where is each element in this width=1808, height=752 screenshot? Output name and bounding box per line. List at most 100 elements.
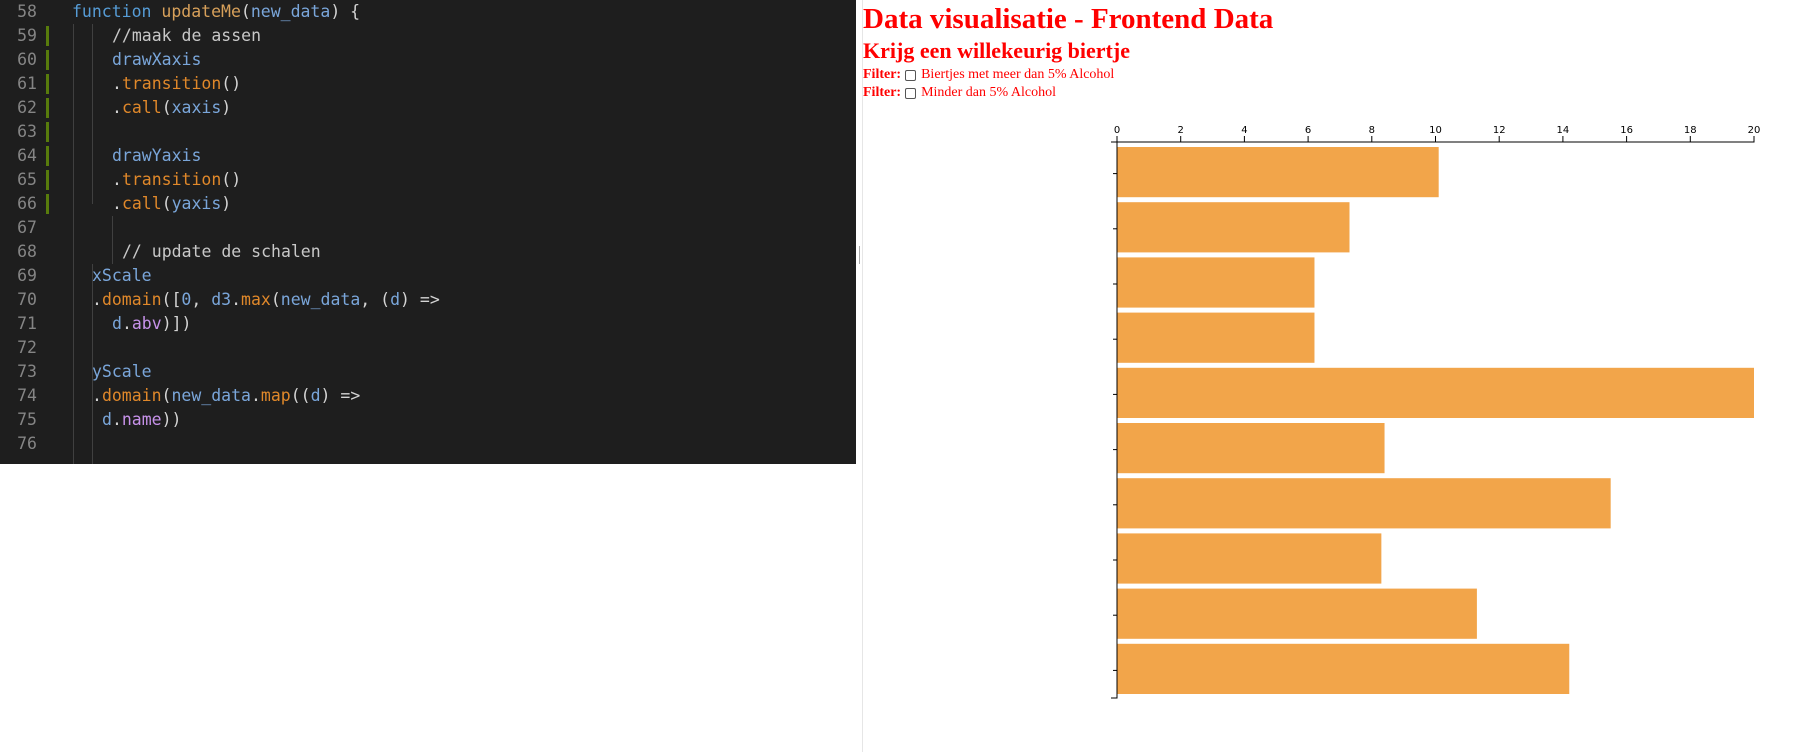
indent-guide bbox=[112, 216, 113, 264]
code-line[interactable]: 69 xScale bbox=[0, 264, 856, 288]
line-number: 64 bbox=[17, 146, 37, 165]
code-line[interactable]: 68 // update de schalen bbox=[0, 240, 856, 264]
code-token: . bbox=[250, 386, 261, 405]
code-token: new_data bbox=[280, 290, 361, 309]
code-token: d bbox=[390, 290, 401, 309]
x-tick-label: 20 bbox=[1748, 125, 1761, 136]
y-axis-line bbox=[1111, 141, 1118, 699]
code-token: () bbox=[221, 170, 242, 189]
git-change-marker bbox=[46, 122, 49, 142]
code-token: new_data bbox=[171, 386, 251, 405]
code-text: //maak de assen bbox=[112, 24, 261, 48]
git-change-marker bbox=[46, 74, 49, 94]
code-line[interactable]: 61 .transition() bbox=[0, 72, 856, 96]
code-line[interactable]: 66 .call(yaxis) bbox=[0, 192, 856, 216]
x-tick-label: 6 bbox=[1305, 125, 1311, 136]
code-token: xScale bbox=[92, 266, 152, 285]
code-text: .transition() bbox=[112, 168, 241, 192]
code-token: call bbox=[121, 98, 162, 117]
code-line[interactable]: 71 d.abv)]) bbox=[0, 312, 856, 336]
code-line[interactable]: 58 function updateMe(new_data) { bbox=[0, 0, 856, 24]
code-text: drawYaxis bbox=[112, 144, 201, 168]
code-token: 0 bbox=[181, 290, 192, 309]
line-number: 65 bbox=[17, 170, 37, 189]
code-editor[interactable]: 58 function updateMe(new_data) {59//maak … bbox=[0, 0, 856, 464]
filter-label: Filter: bbox=[863, 67, 902, 82]
code-token: transition bbox=[121, 74, 222, 93]
code-token: d bbox=[102, 410, 112, 429]
bar-chart: 0 2 4 6 8 10 12 14 16 18 20 bbox=[1111, 125, 1761, 699]
code-text: .transition() bbox=[112, 72, 241, 96]
code-text: .call(yaxis) bbox=[112, 192, 231, 216]
code-token: abv bbox=[131, 314, 162, 333]
code-line[interactable]: 59 //maak de assen bbox=[0, 24, 856, 48]
git-change-marker bbox=[46, 26, 49, 46]
line-number: 58 bbox=[17, 2, 37, 21]
code-line[interactable]: 67 bbox=[0, 216, 856, 240]
code-token: )]) bbox=[161, 314, 192, 333]
code-token: . bbox=[112, 98, 122, 117]
code-token: max bbox=[241, 290, 271, 309]
code-token: ( bbox=[240, 2, 251, 21]
indent-guide bbox=[92, 264, 93, 464]
code-token: domain bbox=[101, 290, 162, 309]
code-token: ) => bbox=[320, 386, 361, 405]
pane-resize-handle[interactable] bbox=[859, 246, 860, 264]
git-change-marker bbox=[46, 194, 49, 214]
filter-row-low-alcohol: Filter: Minder dan 5% Alcohol bbox=[863, 85, 1056, 101]
code-token: ( bbox=[161, 386, 172, 405]
high-alcohol-checkbox[interactable] bbox=[905, 69, 917, 81]
page-subtitle: Krijg een willekeurig biertje bbox=[863, 38, 1130, 63]
code-token: d bbox=[310, 386, 321, 405]
x-tick-label: 14 bbox=[1557, 125, 1570, 136]
line-number: 63 bbox=[17, 122, 37, 141]
code-text: d.abv)]) bbox=[112, 312, 192, 336]
code-line[interactable]: 74 .domain(new_data.map((d) => bbox=[0, 384, 856, 408]
git-change-marker bbox=[46, 146, 49, 166]
code-line[interactable]: 60 drawXaxis bbox=[0, 48, 856, 72]
code-text: .call(xaxis) bbox=[112, 96, 231, 120]
code-line[interactable]: 65 .transition() bbox=[0, 168, 856, 192]
web-page: Data visualisatie - Frontend Data Krijg … bbox=[863, 0, 1808, 752]
code-line[interactable]: 72 bbox=[0, 336, 856, 360]
code-line[interactable]: 62 .call(xaxis) bbox=[0, 96, 856, 120]
chart-bar bbox=[1117, 423, 1385, 474]
code-line[interactable]: 70 .domain([0, d3.max(new_data, (d) => bbox=[0, 288, 856, 312]
x-tick-label: 2 bbox=[1178, 125, 1184, 136]
line-number: 61 bbox=[17, 74, 37, 93]
line-number: 71 bbox=[17, 314, 37, 333]
code-token: ) bbox=[221, 98, 232, 117]
git-change-marker bbox=[46, 50, 49, 70]
code-line[interactable]: 75 d.name)) bbox=[0, 408, 856, 432]
code-text: yScale bbox=[92, 360, 152, 384]
line-number: 73 bbox=[17, 362, 37, 381]
code-line[interactable]: 64 drawYaxis bbox=[0, 144, 856, 168]
code-line[interactable]: 63 bbox=[0, 120, 856, 144]
x-tick-label: 10 bbox=[1429, 125, 1442, 136]
chart-bar bbox=[1117, 202, 1350, 253]
line-number: 76 bbox=[17, 434, 37, 453]
pane-divider[interactable] bbox=[862, 0, 863, 752]
line-number: 68 bbox=[17, 242, 37, 261]
code-token: . bbox=[92, 386, 102, 405]
low-alcohol-checkbox[interactable] bbox=[905, 87, 917, 99]
code-token: drawYaxis bbox=[112, 146, 202, 165]
line-number: 62 bbox=[17, 98, 37, 117]
chart-bar bbox=[1117, 312, 1315, 363]
code-token: domain bbox=[101, 386, 162, 405]
x-tick-label: 0 bbox=[1114, 125, 1120, 136]
code-token: (( bbox=[290, 386, 311, 405]
line-number: 60 bbox=[17, 50, 37, 69]
code-line[interactable]: 73 yScale bbox=[0, 360, 856, 384]
code-line[interactable]: 76 bbox=[0, 432, 856, 456]
code-token: ([ bbox=[161, 290, 182, 309]
code-token: // update de schalen bbox=[122, 242, 321, 261]
code-token: yScale bbox=[92, 362, 152, 381]
code-text: .domain(new_data.map((d) => bbox=[92, 384, 360, 408]
filter-option-label: Minder dan 5% Alcohol bbox=[921, 85, 1057, 100]
code-token: //maak de assen bbox=[112, 26, 262, 45]
filter-option-label: Biertjes met meer dan 5% Alcohol bbox=[921, 67, 1115, 82]
indent-guide bbox=[92, 24, 93, 204]
line-number: 69 bbox=[17, 266, 37, 285]
x-tick-label: 8 bbox=[1369, 125, 1375, 136]
